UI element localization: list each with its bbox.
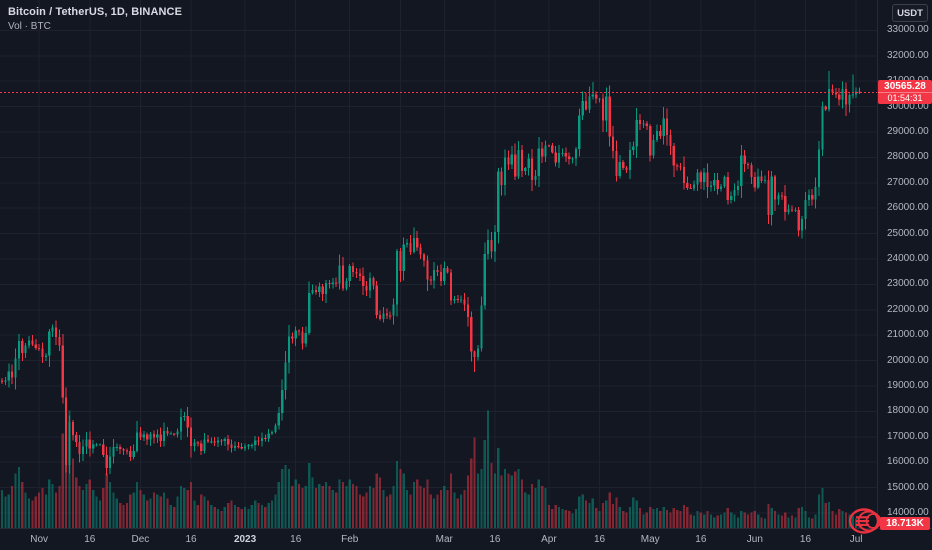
time-tick-label: 16: [695, 534, 707, 545]
price-axis[interactable]: 14000.00 15000.00 16000.00 17000.00 18000.00…: [877, 0, 932, 528]
time-tick-label: Dec: [131, 534, 150, 545]
price-tick-label: 20000.00: [887, 354, 929, 366]
time-tick-label: May: [640, 534, 660, 545]
time-tick-label: 16: [84, 534, 96, 545]
time-tick-label: Nov: [30, 534, 49, 545]
price-tick-label: 32000.00: [887, 49, 929, 61]
price-tick-label: 14000.00: [887, 507, 929, 518]
time-axis[interactable]: Nov 16 Dec 16 2023 16 Feb Mar 16 Apr 16 May 16 Jun 16 J…: [0, 528, 932, 550]
price-tick-label: 15000.00: [887, 481, 929, 493]
price-tick-label: 25000.00: [887, 227, 929, 239]
chart-legend: Bitcoin / TetherUS, 1D, BINANCE Vol · BT…: [8, 5, 182, 34]
price-tick-label: 23000.00: [887, 278, 929, 290]
grid-layer: [0, 0, 877, 528]
last-price-badge: 30565.28 01:54:31: [878, 80, 932, 105]
price-tick-label: 22000.00: [887, 303, 929, 315]
symbol-title[interactable]: Bitcoin / TetherUS, 1D, BINANCE: [8, 6, 183, 18]
time-tick-label: Jun: [746, 534, 763, 545]
time-tick-label: Feb: [341, 534, 359, 545]
price-tick-label: 30000.00: [887, 100, 929, 112]
price-tick-label: 29000.00: [887, 126, 929, 137]
volume-value-badge: 18.713K: [880, 517, 930, 530]
candles-layer: [0, 71, 861, 476]
price-chart-pane[interactable]: [0, 0, 877, 528]
volume-indicator-label[interactable]: Vol · BTC: [8, 21, 51, 32]
currency-toggle-button[interactable]: USDT: [892, 4, 928, 22]
bar-countdown-timer: 01:54:31: [878, 92, 932, 103]
price-tick-label: 33000.00: [887, 24, 929, 36]
time-tick-label: 16: [593, 534, 606, 545]
time-tick-label: 16: [489, 534, 501, 545]
price-tick-label: 18000.00: [887, 405, 929, 417]
price-tick-label: 28000.00: [887, 151, 929, 163]
price-tick-label: 24000.00: [887, 253, 929, 264]
time-tick-label: 16: [799, 534, 812, 545]
volume-layer: [0, 397, 861, 528]
price-tick-label: 27000.00: [887, 176, 929, 188]
time-tick-label: Mar: [435, 534, 453, 545]
time-tick-label: 16: [290, 534, 302, 545]
time-tick-label: Jul: [849, 534, 863, 545]
price-tick-label: 16000.00: [887, 456, 929, 468]
price-tick-label: 17000.00: [887, 430, 929, 442]
price-tick-label: 19000.00: [887, 380, 929, 391]
price-tick-label: 21000.00: [887, 329, 929, 341]
time-tick-label: Apr: [541, 534, 557, 545]
last-price-value: 30565.28: [884, 81, 926, 93]
price-tick-label: 26000.00: [887, 202, 929, 214]
time-tick-label: 16: [185, 534, 197, 545]
time-tick-label: 2023: [233, 534, 257, 545]
